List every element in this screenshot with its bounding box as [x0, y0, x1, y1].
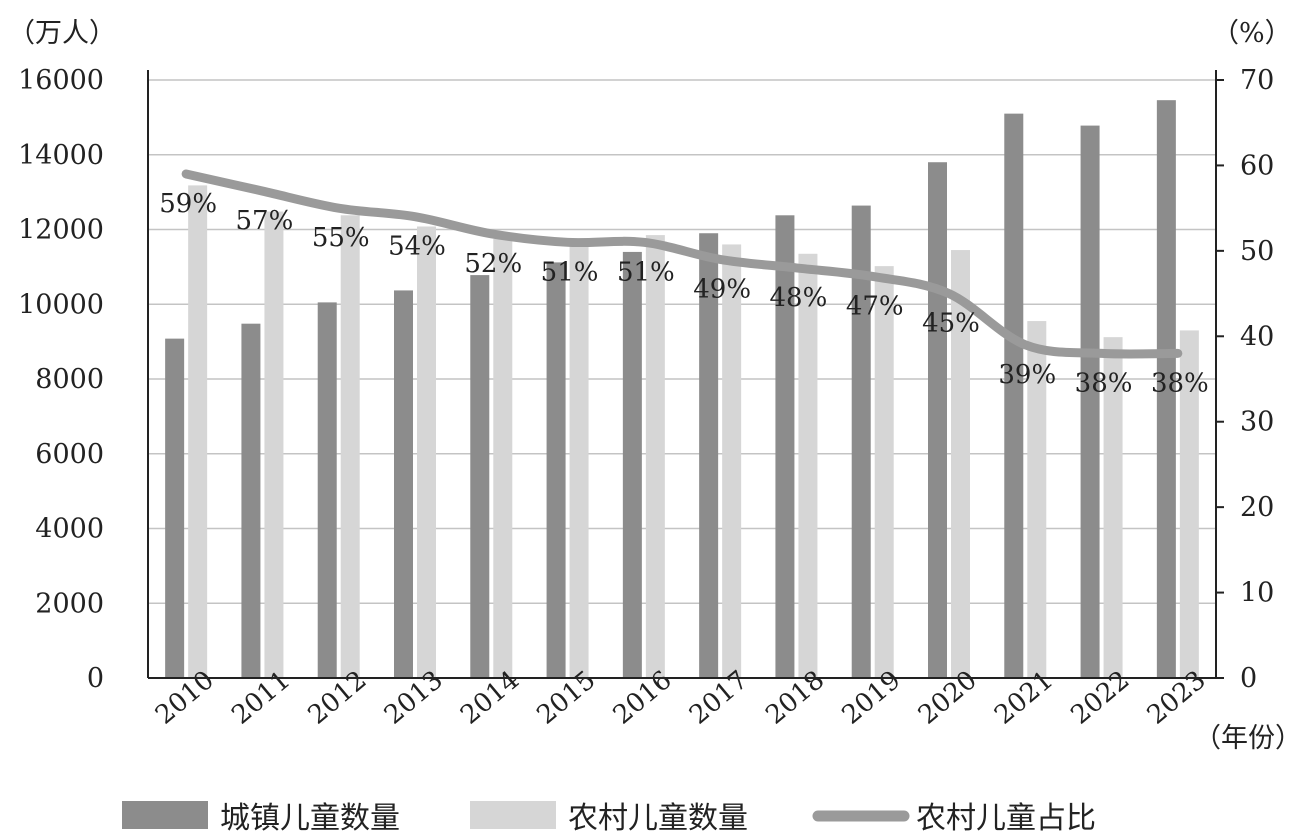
bar-rural: [188, 185, 208, 678]
x-tick-label: 2023: [1142, 665, 1212, 731]
left-tick-label: 6000: [35, 439, 104, 470]
bar-urban: [851, 205, 871, 678]
x-axis-unit: （年份）: [1194, 723, 1302, 754]
legend-swatch-urban: [122, 801, 208, 829]
bar-urban: [1004, 113, 1024, 678]
ratio-data-label: 54%: [388, 232, 446, 262]
ratio-data-label: 38%: [1075, 368, 1133, 398]
legend-label-ratio: 农村儿童占比: [916, 801, 1096, 834]
x-tick-label: 2012: [303, 665, 373, 731]
ratio-data-label: 38%: [1151, 368, 1209, 398]
right-tick-label: 60: [1240, 150, 1274, 181]
bar-urban: [699, 233, 719, 679]
bar-urban: [546, 262, 566, 678]
ratio-data-label: 59%: [159, 189, 217, 219]
bar-urban: [241, 323, 261, 678]
left-tick-label: 14000: [18, 140, 104, 171]
ratio-data-label: 45%: [922, 309, 980, 339]
left-tick-label: 8000: [35, 364, 104, 395]
x-tick-label: 2019: [837, 665, 907, 731]
ratio-data-label: 51%: [617, 257, 675, 287]
bar-urban: [165, 338, 185, 678]
right-tick-label: 40: [1240, 321, 1274, 352]
bar-rural: [1103, 337, 1123, 678]
left-tick-label: 10000: [18, 289, 104, 320]
right-axis-unit: （%）: [1212, 18, 1292, 49]
bar-rural: [874, 266, 894, 678]
bars: [165, 100, 1199, 679]
left-tick-label: 12000: [18, 215, 104, 246]
x-tick-label: 2013: [379, 665, 449, 731]
ratio-data-label: 49%: [693, 274, 751, 304]
bar-urban: [622, 251, 642, 679]
legend-label-urban: 城镇儿童数量: [220, 801, 400, 834]
right-tick-label: 10: [1240, 578, 1274, 609]
legend: 城镇儿童数量 农村儿童数量 农村儿童占比: [122, 801, 1096, 834]
ratio-data-label: 39%: [998, 360, 1056, 390]
bar-rural: [722, 244, 742, 678]
ratio-data-label: 57%: [236, 206, 294, 236]
bar-rural: [1179, 330, 1199, 678]
x-tick-label: 2021: [989, 665, 1059, 731]
bar-urban: [1080, 125, 1100, 678]
legend-swatch-rural: [470, 801, 556, 829]
bar-urban: [317, 302, 337, 678]
x-tick-label: 2014: [455, 665, 525, 731]
bar-urban: [928, 162, 947, 679]
bar-urban: [394, 290, 413, 678]
right-tick-label: 0: [1240, 663, 1257, 694]
right-tick-label: 70: [1240, 65, 1274, 96]
legend-label-rural: 农村儿童数量: [568, 801, 748, 834]
ratio-data-label: 52%: [464, 249, 522, 279]
x-tick-label: 2011: [226, 665, 296, 731]
x-tick-label: 2017: [684, 665, 754, 731]
bar-rural: [569, 240, 589, 678]
ratio-line-path: [181, 169, 1183, 359]
bar-rural: [798, 253, 818, 678]
bar-rural: [493, 238, 513, 678]
right-tick-label: 20: [1240, 492, 1274, 523]
bar-rural: [1027, 321, 1047, 678]
left-axis-unit: （万人）: [8, 18, 116, 49]
left-tick-label: 4000: [35, 514, 104, 545]
ratio-data-label: 51%: [541, 257, 599, 287]
bar-urban: [470, 275, 490, 678]
ratio-data-label: 47%: [846, 291, 904, 321]
ratio-data-label: 55%: [312, 223, 370, 253]
gridlines: [148, 79, 1216, 604]
ratio-line: [181, 169, 1183, 359]
x-tick-label: 2010: [150, 665, 220, 731]
bar-urban: [1156, 100, 1176, 679]
ratio-data-label: 48%: [770, 283, 828, 313]
right-tick-label: 50: [1240, 236, 1274, 267]
axes: [147, 70, 1224, 679]
left-tick-label: 16000: [18, 65, 104, 96]
x-tick-label: 2022: [1065, 665, 1135, 731]
bar-rural: [951, 250, 970, 678]
bar-rural: [264, 211, 284, 678]
bar-rural: [340, 215, 360, 679]
bar-urban: [775, 215, 795, 679]
x-tick-label: 2015: [531, 665, 601, 731]
x-tick-label: 2020: [913, 665, 983, 731]
x-tick-label: 2016: [608, 665, 678, 731]
right-tick-label: 30: [1240, 407, 1274, 438]
bar-rural: [417, 226, 436, 678]
bar-rural: [645, 235, 665, 678]
x-tick-label: 2018: [760, 665, 830, 731]
data-labels: 59% 57% 55% 54% 52% 51% 51% 49% 48% 47% 45% 39% 38% 3…: [159, 189, 1209, 398]
left-tick-label: 0: [87, 663, 104, 694]
left-tick-label: 2000: [35, 588, 104, 619]
